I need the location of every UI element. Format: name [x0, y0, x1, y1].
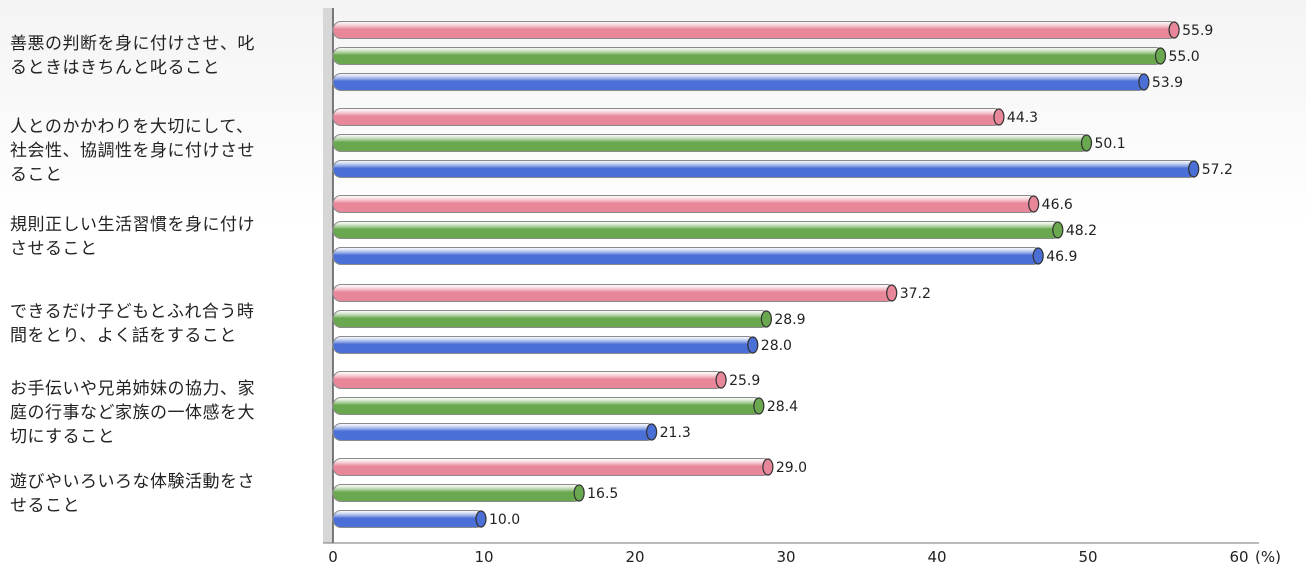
category-label-1: 善悪の判断を身に付けさせ、叱 るときはきちんと叱ること	[10, 32, 325, 80]
category-label-line: 庭の行事など家族の一体感を大	[10, 403, 255, 423]
bar-s2-c3	[332, 336, 757, 354]
bar-cap-s2-c0	[1138, 73, 1150, 91]
value-label-s1-c4: 28.4	[767, 399, 798, 415]
x-tick-label-20: 20	[625, 548, 644, 566]
bar-cap-s0-c1	[993, 108, 1005, 126]
value-label-s1-c2: 48.2	[1066, 223, 1097, 239]
bar-cap-s0-c0	[1168, 21, 1180, 39]
x-tick-label-0: 0	[328, 548, 338, 566]
category-label-line: るときはきちんと叱ること	[10, 58, 220, 78]
bar-cap-s2-c3	[747, 336, 759, 354]
value-label-s0-c0: 55.9	[1182, 23, 1213, 39]
bar-cap-s0-c3	[886, 284, 898, 302]
bar-s0-c0	[332, 21, 1178, 39]
x-tick-label-40: 40	[927, 548, 946, 566]
category-label-line: 切にすること	[10, 427, 116, 447]
x-tick-label-30: 30	[776, 548, 795, 566]
bar-s0-c1	[332, 108, 1003, 126]
value-label-s1-c0: 55.0	[1169, 49, 1200, 65]
bar-cap-s2-c5	[475, 510, 487, 528]
bar-s0-c3	[332, 284, 896, 302]
bar-cap-s0-c2	[1028, 195, 1040, 213]
value-label-s1-c5: 16.5	[587, 486, 618, 502]
bar-s1-c5	[332, 484, 583, 502]
value-label-s0-c2: 46.6	[1042, 197, 1073, 213]
bar-s0-c4	[332, 371, 725, 389]
bar-cap-s1-c0	[1154, 47, 1167, 65]
value-label-s2-c2: 46.9	[1046, 249, 1077, 265]
bar-cap-s2-c4	[646, 423, 658, 441]
value-label-s2-c1: 57.2	[1202, 162, 1233, 178]
bar-s2-c2	[332, 247, 1042, 265]
x-tick-label-10: 10	[474, 548, 493, 566]
bar-s2-c1	[332, 160, 1198, 178]
bar-cap-s1-c2	[1052, 221, 1064, 239]
value-label-s1-c1: 50.1	[1095, 136, 1126, 152]
bar-s0-c2	[332, 195, 1038, 213]
bar-cap-s1-c5	[573, 484, 585, 502]
value-label-s2-c0: 53.9	[1152, 75, 1183, 91]
bar-s1-c0	[332, 47, 1164, 65]
category-label-line: させること	[10, 239, 98, 259]
category-label-line: ること	[10, 165, 63, 185]
bar-s2-c5	[332, 510, 485, 528]
value-label-s0-c1: 44.3	[1007, 110, 1038, 126]
bar-cap-s2-c1	[1188, 160, 1200, 178]
axis-shade	[323, 8, 333, 543]
category-label-3: 規則正しい生活習慣を身に付け させること	[10, 213, 325, 261]
category-label-line: 間をとり、よく話をすること	[10, 326, 237, 346]
bar-cap-s1-c3	[760, 310, 772, 328]
bar-cap-s2-c2	[1032, 247, 1044, 265]
category-label-2: 人とのかかわりを大切にして、 社会性、協調性を身に付けさせ ること	[10, 115, 325, 187]
value-label-s2-c3: 28.0	[761, 338, 792, 354]
bar-s1-c1	[332, 134, 1091, 152]
bar-s1-c4	[332, 397, 763, 415]
category-label-line: できるだけ子どもとふれ合う時	[10, 302, 255, 322]
category-label-line: せること	[10, 496, 80, 516]
category-label-line: 規則正しい生活習慣を身に付け	[10, 215, 255, 235]
bar-s1-c3	[332, 310, 770, 328]
bar-s0-c5	[332, 458, 772, 476]
x-tick-label-60: 60	[1229, 548, 1248, 566]
bar-s2-c0	[332, 73, 1148, 91]
category-label-4: できるだけ子どもとふれ合う時 間をとり、よく話をすること	[10, 300, 325, 348]
value-label-s0-c4: 25.9	[729, 373, 760, 389]
category-label-5: お手伝いや兄弟姉妹の協力、家 庭の行事など家族の一体感を大 切にすること	[10, 377, 325, 449]
bar-s2-c4	[332, 423, 656, 441]
category-label-line: 社会性、協調性を身に付けさせ	[10, 141, 255, 161]
x-unit-label: (%)	[1255, 548, 1281, 566]
value-label-s0-c5: 29.0	[776, 460, 807, 476]
x-tick-label-50: 50	[1078, 548, 1097, 566]
value-label-s2-c5: 10.0	[489, 512, 520, 528]
category-label-line: 善悪の判断を身に付けさせ、叱	[10, 34, 255, 54]
category-label-6: 遊びやいろいろな体験活動をさ せること	[10, 470, 325, 518]
category-label-line: 遊びやいろいろな体験活動をさ	[10, 472, 255, 492]
value-label-s2-c4: 21.3	[660, 425, 691, 441]
value-label-s0-c3: 37.2	[900, 286, 931, 302]
bar-cap-s1-c1	[1080, 134, 1093, 152]
bar-s1-c2	[332, 221, 1062, 239]
value-label-s1-c3: 28.9	[774, 312, 805, 328]
bar-cap-s0-c4	[715, 371, 727, 389]
bar-cap-s1-c4	[753, 397, 765, 415]
category-label-line: 人とのかかわりを大切にして、	[10, 117, 254, 137]
category-label-line: お手伝いや兄弟姉妹の協力、家	[10, 379, 255, 399]
bar-cap-s0-c5	[762, 458, 774, 476]
